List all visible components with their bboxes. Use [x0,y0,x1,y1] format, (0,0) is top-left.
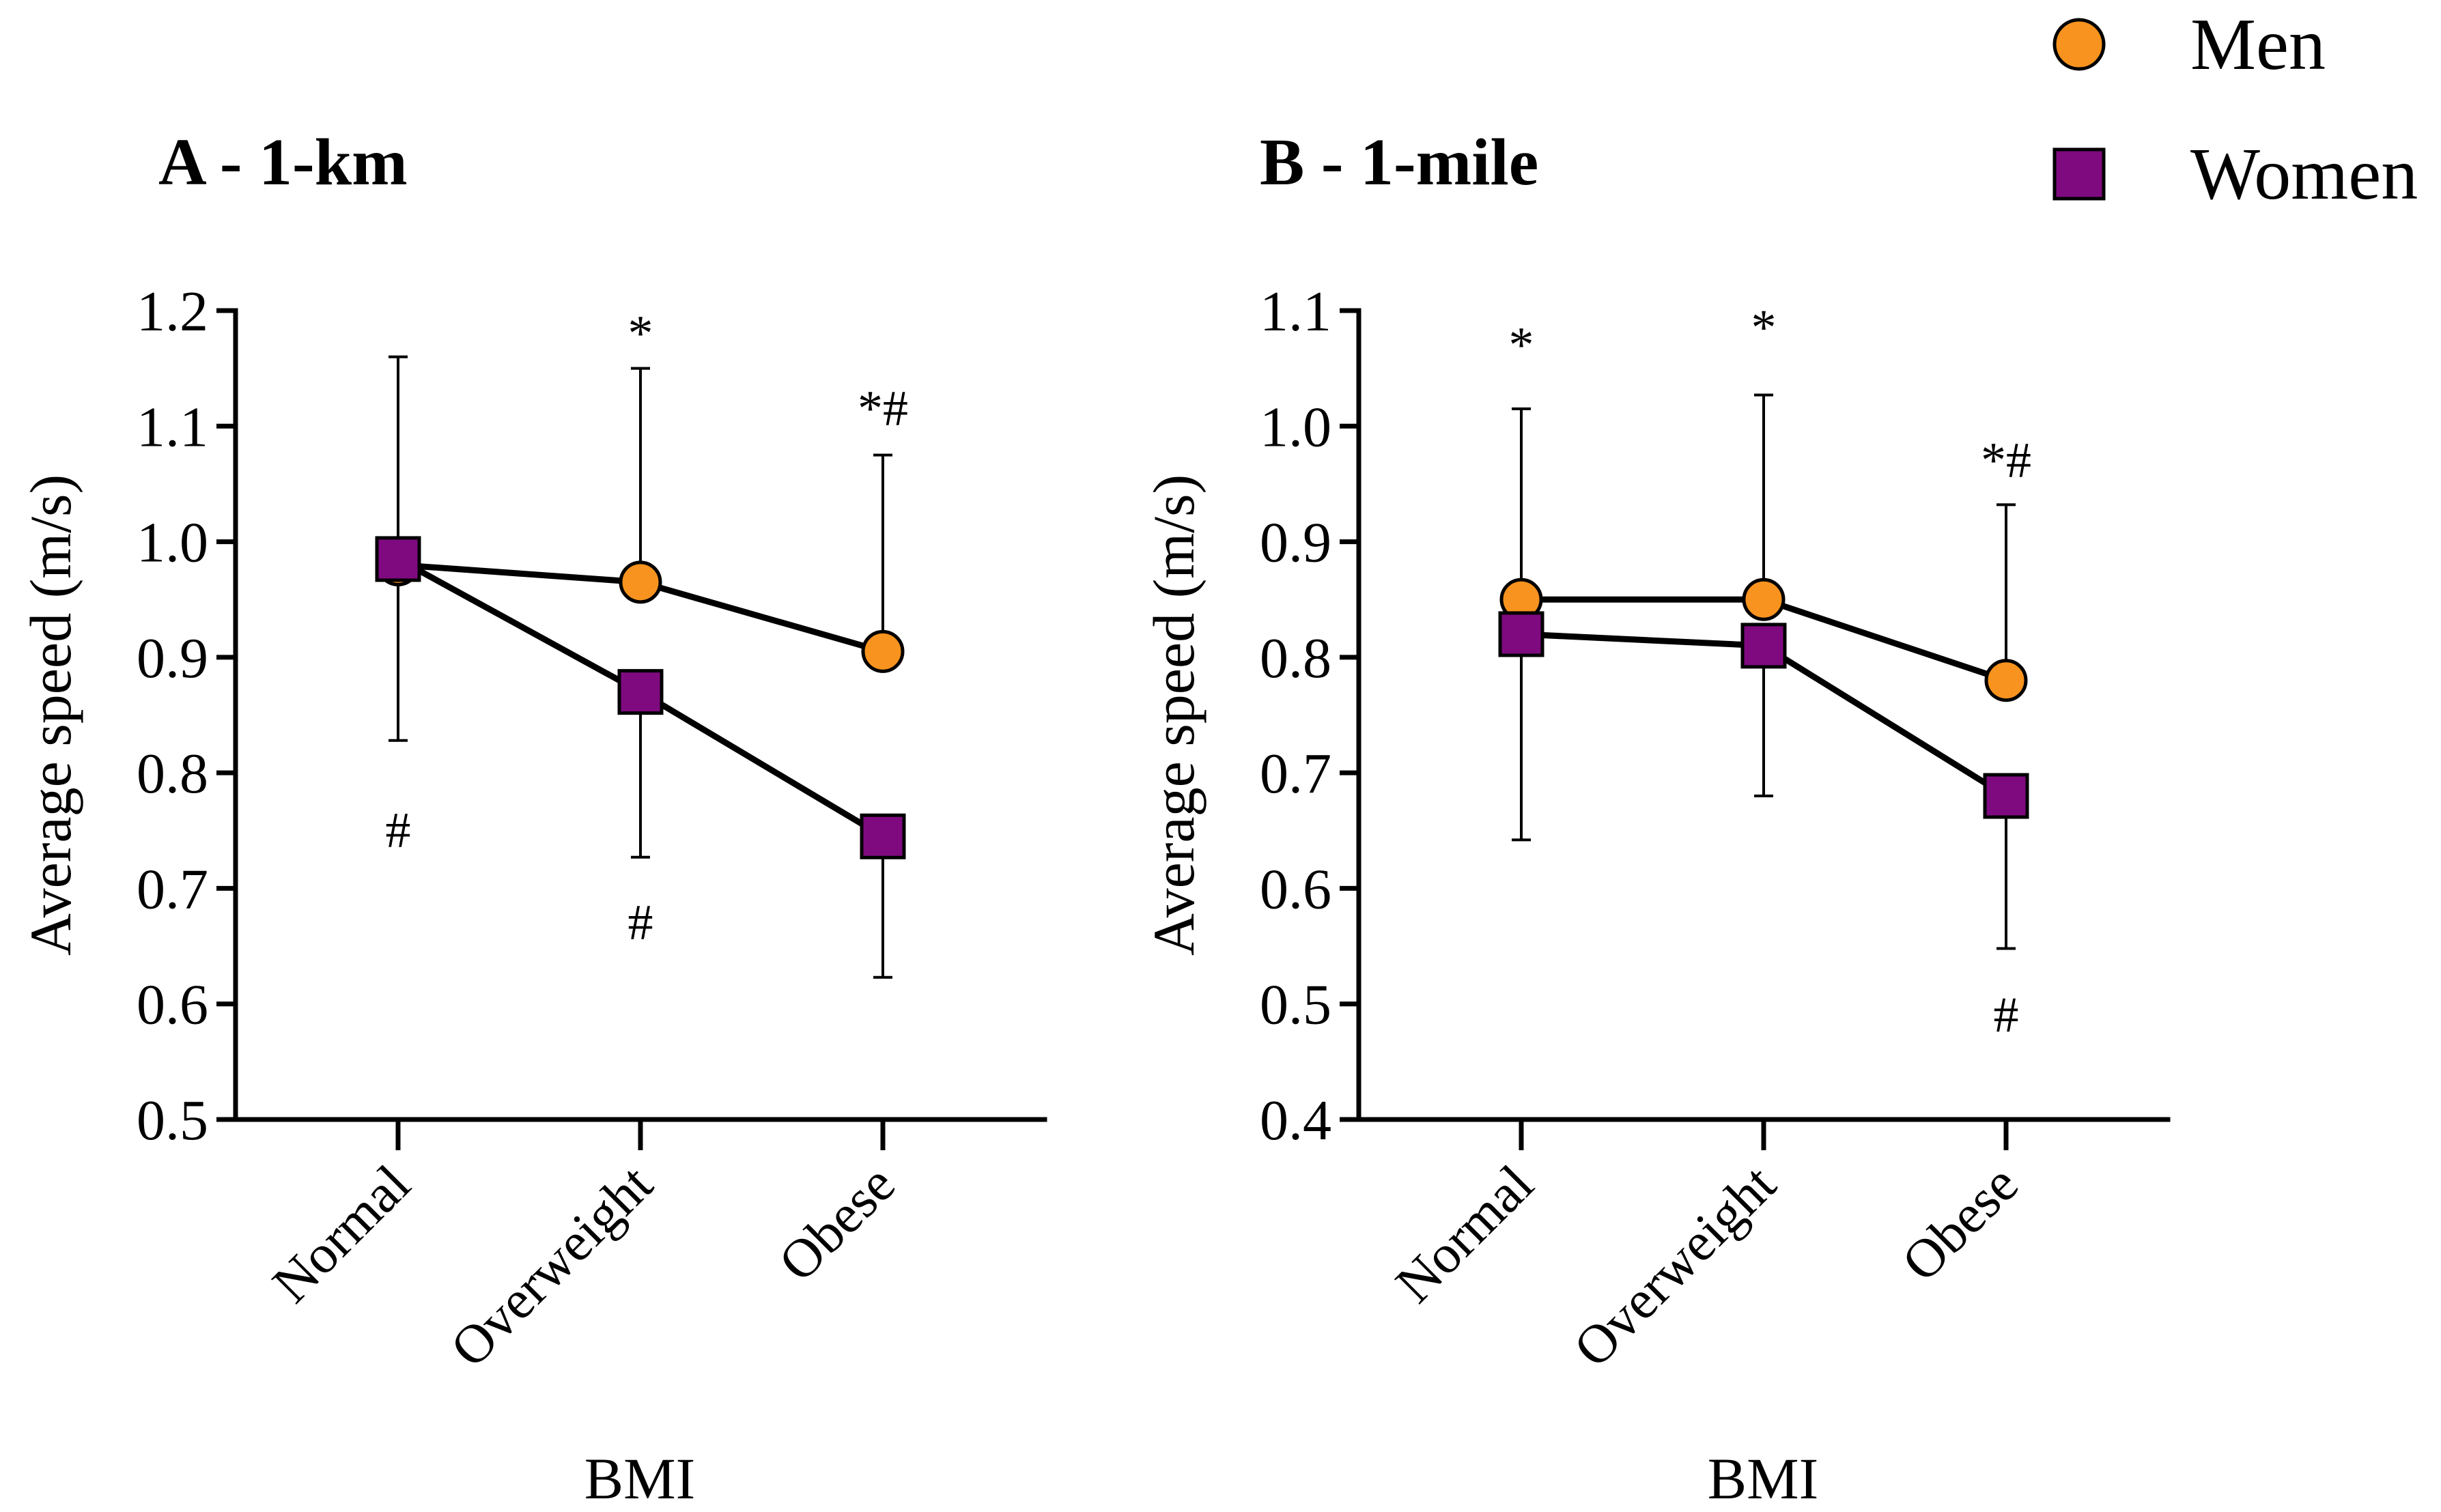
legend-marker-men [2052,18,2106,71]
y-tick-label: 0.7 [137,857,208,921]
significance-annotation: *# [858,381,908,437]
data-point-women [375,536,421,582]
y-tick-label: 0.7 [1260,742,1331,805]
y-tick-label: 0.5 [137,1089,208,1152]
y-tick-label: 0.6 [137,973,208,1037]
legend-label-women: Women [2190,134,2418,215]
chart-panel-b: B - 1-mile 0.4 0.5 0.6 0.7 0.8 0.9 1.0 1.1 Normal… [1141,126,2171,1511]
significance-annotation: * [1509,317,1534,373]
significance-annotation: # [386,803,411,859]
significance-annotation: # [1994,988,2019,1044]
y-tick-label: 0.5 [1260,973,1331,1037]
legend: Men Women [2052,4,2418,215]
y-tick-label: 1.0 [1260,395,1331,459]
x-tick-label: Obese [1891,1154,2030,1294]
y-tick-label: 0.8 [137,742,208,805]
y-tick-label: 1.1 [137,395,208,459]
data-point-men [1742,577,1786,621]
y-tick-label: 0.6 [1260,857,1331,921]
panel-title: B - 1-mile [1260,126,1538,199]
x-tick-label: Obese [767,1154,907,1294]
data-point-women [1983,773,2029,819]
x-tick-label: Normal [262,1154,422,1315]
y-axis-title: Average speed (m/s) [1141,474,1207,956]
y-tick-label: 1.0 [137,511,208,575]
x-axis-title: BMI [1708,1446,1818,1511]
y-tick-label: 0.9 [137,627,208,690]
y-axis-title: Average speed (m/s) [18,474,83,956]
significance-annotation: * [628,306,653,362]
chart-panel-a: A - 1-km 0.5 0.6 0.7 0.8 0.9 1.0 1.1 1.2 Normal Ov… [18,126,1047,1511]
y-tick-label: 0.4 [1260,1089,1331,1152]
data-point-women [617,669,664,715]
data-point-women [860,813,906,859]
y-tick-label: 0.9 [1260,511,1331,575]
x-axis-title: BMI [584,1446,695,1511]
y-tick-label: 1.1 [1260,280,1331,343]
x-tick-label: Overweight [439,1154,664,1379]
legend-label-men: Men [2190,4,2326,85]
data-point-men [861,629,905,673]
y-tick-label: 0.8 [1260,627,1331,690]
x-tick-label: Overweight [1562,1154,1787,1379]
data-point-women [1740,623,1787,669]
legend-marker-women [2052,147,2106,201]
data-point-men [619,560,662,604]
panel-title: A - 1-km [158,126,408,199]
significance-annotation: # [628,895,653,951]
significance-annotation: *# [1981,433,2031,489]
y-tick-label: 1.2 [137,280,208,343]
data-point-men [1984,659,2028,702]
data-point-women [1498,611,1544,657]
x-tick-label: Normal [1385,1154,1545,1315]
significance-annotation: * [1751,300,1777,356]
